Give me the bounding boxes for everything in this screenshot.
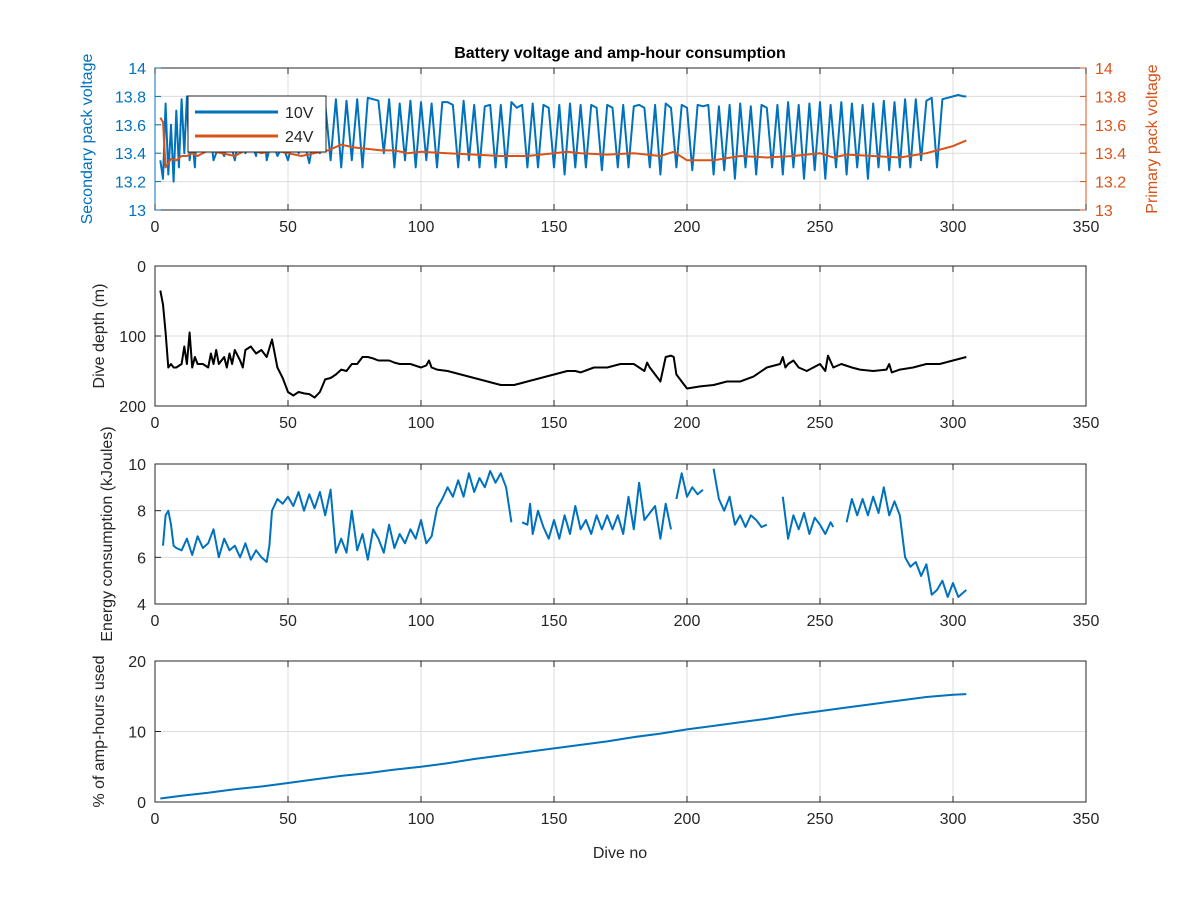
gridlines [155,661,1086,802]
voltage-subplot: 0 50 100 150 200 250 300 3501313.213.413.613.81… [79,54,1161,236]
y-tick-label: 20 [128,654,146,671]
x-tick-label: 100 [408,613,435,630]
legend-label-24v: 24V [285,129,314,146]
x-tick-label: 50 [279,415,297,432]
x-tick-label: 100 [408,811,435,828]
x-tick-label: 200 [674,219,701,236]
x-axis-label: Dive no [593,845,647,862]
series-line-data-0 [521,481,672,540]
y-tick-label: 10 [128,725,146,742]
series-line-data-0 [159,290,967,399]
x-tick-label: 300 [940,811,967,828]
amp-hours-subplot: 0 50 100 150 200 250 300 350 0 10 20 % of amp-hours… [91,654,1099,828]
y-tick-label: 8 [137,504,146,521]
axes-frame [154,463,1087,605]
y-axis-right: 13 13.2 13.4 13.6 13.8 14 [1080,61,1126,220]
x-tick-label: 350 [1073,219,1100,236]
gridlines [155,464,1086,604]
x-tick-label: 50 [279,613,297,630]
y-axis-label: Energy consumption (kJoules) [99,426,116,641]
y-tick-label-right: 14 [1095,61,1113,78]
x-tick-label: 250 [807,219,834,236]
y-tick-label: 13.2 [115,175,146,192]
y-tick-label: 13.6 [115,118,146,135]
x-tick-label: 50 [279,219,297,236]
y-tick-label: 13.4 [115,146,146,163]
series-line-data-0 [162,470,513,563]
x-tick-label: 200 [674,613,701,630]
y-tick-label: 13 [128,203,146,220]
series-line-data-0 [781,496,835,540]
series-line-data-0 [160,693,967,800]
y-tick-label-right: 13.8 [1095,89,1126,106]
x-tick-label: 200 [674,811,701,828]
y-axis-left: 0 10 20 [128,654,161,812]
y-axis-left: 13 13.2 13.4 13.6 13.8 14 [115,61,161,220]
plot-area [160,693,967,800]
x-tick-label: 150 [541,219,568,236]
x-tick-label: 200 [674,415,701,432]
x-tick-label: 250 [807,415,834,432]
x-tick-label: 300 [940,613,967,630]
series-line-24v [159,117,967,169]
y-tick-label-right: 13.6 [1095,118,1126,135]
energy-subplot: 0 50 100 150 200 250 300 350 4 6 8 10 Energy consump… [99,426,1099,641]
y-tick-label: 0 [137,259,146,276]
x-tick-label: 250 [807,811,834,828]
series-line-data-0 [675,472,704,500]
gridlines [155,266,1086,406]
x-tick-label: 250 [807,613,834,630]
y-tick-label: 13.8 [115,89,146,106]
x-tick-label: 50 [279,811,297,828]
y-tick-label: 6 [137,550,146,567]
x-tick-label: 0 [151,811,160,828]
x-tick-label: 0 [151,219,160,236]
x-tick-label: 150 [541,613,568,630]
x-tick-label: 150 [541,415,568,432]
x-axis: 0 50 100 150 200 250 300 350 [151,464,1100,630]
x-tick-label: 350 [1073,415,1100,432]
x-axis: 0 50 100 150 200 250 300 350 [151,266,1100,432]
series-line-data-0 [845,486,967,598]
y-axis-label: % of amp-hours used [91,655,108,807]
x-tick-label: 100 [408,219,435,236]
y-axis-label: Dive depth (m) [91,284,108,389]
y-tick-label: 4 [137,597,146,614]
x-tick-label: 350 [1073,613,1100,630]
x-tick-label: 300 [940,219,967,236]
y-tick-label: 0 [137,795,146,812]
x-tick-label: 150 [541,811,568,828]
legend-box [187,95,327,153]
y-tick-label-right: 13 [1095,203,1113,220]
x-axis: 0 50 100 150 200 250 300 350 [151,68,1100,236]
y-tick-label: 100 [119,329,146,346]
y-tick-label-right: 13.4 [1095,146,1126,163]
x-tick-label: 300 [940,415,967,432]
y-axis-label-right: Primary pack voltage [1144,64,1161,213]
x-tick-label: 0 [151,415,160,432]
y-axis-left: 4 6 8 10 [128,457,161,614]
x-axis: 0 50 100 150 200 250 300 350 [151,661,1100,828]
series-line-data-0 [712,468,768,528]
dive-depth-subplot: 0 50 100 150 200 250 300 350 0 100 200 Dive depth (… [91,259,1099,432]
y-tick-label: 200 [119,399,146,416]
y-tick-label-right: 13.2 [1095,175,1126,192]
x-tick-label: 0 [151,613,160,630]
y-tick-label: 10 [128,457,146,474]
y-axis-left: 0 100 200 [119,259,161,416]
y-tick-label: 14 [128,61,146,78]
legend-label-10v: 10V [285,105,314,122]
x-tick-label: 350 [1073,811,1100,828]
plot-area [162,468,967,598]
y-axis-label: Secondary pack voltage [79,54,96,225]
figure-title: Battery voltage and amp-hour consumption [454,45,786,62]
x-tick-label: 100 [408,415,435,432]
plot-area [159,290,967,399]
